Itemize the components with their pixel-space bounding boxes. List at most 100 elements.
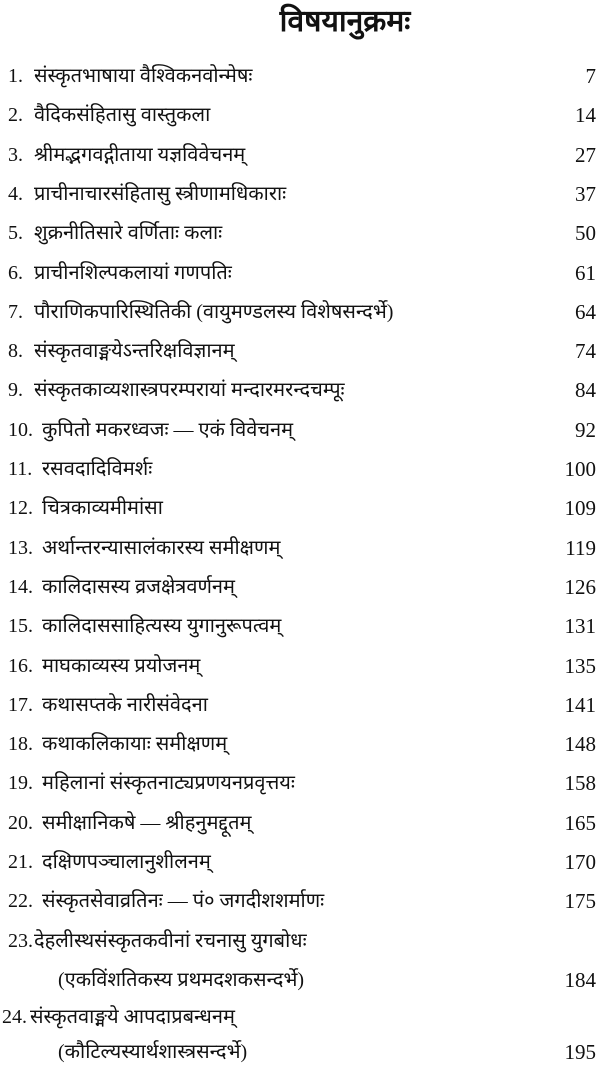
toc-entry: 4. प्राचीनाचारसंहितासु स्त्रीणामधिकाराः 37 [0,178,600,210]
entry-page: 27 [575,142,596,167]
entry-title: समीक्षानिकषे — श्रीहनुमद्दूतम् [42,811,252,834]
toc-entry: 6. प्राचीनशिल्पकलायां गणपतिः 61 [0,257,600,289]
entry-number: 3. [8,143,23,166]
entry-page: 84 [575,378,596,403]
entry-page: 148 [564,732,597,757]
toc-entry: 5. शुक्रनीतिसारे वर्णिताः कलाः 50 [0,217,600,249]
entry-title: माघकाव्यस्य प्रयोजनम् [42,654,201,677]
toc-entry: 18. कथाकलिकायाः समीक्षणम् 148 [0,728,600,760]
entry-number: 19. [8,772,33,795]
toc-entry: 9. संस्कृतकाव्यशास्त्रपरम्परायां मन्दारमर… [0,374,600,406]
entry-title: प्राचीनाचारसंहितासु स्त्रीणामधिकाराः [34,182,287,205]
entry-title: संस्कृतकाव्यशास्त्रपरम्परायां मन्दारमरन्… [34,379,345,402]
entry-title: श्रीमद्भगवद्गीताया यज्ञविवेचनम् [34,143,246,166]
toc-entry: 24. संस्कृतवाङ्मये आपदाप्रबन्धनम् [0,1001,600,1033]
entry-title: कालिदाससाहित्यस्य युगानुरूपत्वम् [42,615,282,638]
entry-page: 175 [564,889,597,914]
entry-page: 74 [575,339,596,364]
entry-page: 158 [564,771,597,796]
entry-title: संस्कृतभाषाया वैश्विकनवोन्मेषः [34,65,253,87]
entry-page: 165 [564,810,597,835]
entry-title: दक्षिणपञ्चालानुशीलनम् [42,851,211,873]
entry-title: कुपितो मकरध्वजः — एकं विवेचनम् [42,418,294,441]
entry-number: 16. [8,654,33,677]
entry-number: 10. [8,418,33,441]
toc-entry: 14. कालिदासस्य व्रजक्षेत्रवर्णनम् 126 [0,571,600,603]
entry-page: 100 [564,457,597,481]
entry-page: 141 [564,692,597,717]
toc-entry: 21. दक्षिणपञ्चालानुशीलनम् 170 [0,846,600,878]
toc-entry: 19. महिलानां संस्कृतनाट्यप्रणयनप्रवृत्तयः… [0,767,600,799]
entry-number: 11. [8,458,33,480]
entry-number: 21. [8,851,33,873]
entry-title: कालिदासस्य व्रजक्षेत्रवर्णनम् [42,575,235,598]
toc-entry: 8. संस्कृतवाङ्मयेऽन्तरिक्षविज्ञानम् 74 [0,335,600,367]
entry-number: 9. [8,379,23,402]
entry-number: 1. [8,65,23,87]
entry-number: 12. [8,497,33,520]
entry-page: 61 [575,260,596,285]
entry-number: 6. [8,261,23,284]
entry-subtitle: (एकविंशतिकस्य प्रथमदशकसन्दर्भे) [58,969,305,991]
entry-number: 14. [8,575,33,598]
entry-title: प्राचीनशिल्पकलायां गणपतिः [34,261,232,284]
toc-entry: 17. कथासप्तके नारीसंवेदना 141 [0,689,600,721]
entry-page: 37 [575,181,596,206]
page-title: विषयानुक्रमः [279,5,411,38]
entry-title: वैदिकसंहितासु वास्तुकला [34,104,211,127]
toc-entry: 13. अर्थान्तरन्यासालंकारस्य समीक्षणम् 119 [0,532,600,564]
entry-page: 119 [565,535,596,560]
entry-title: चित्रकाव्यमीमांसा [42,497,163,520]
entry-number: 24. [2,1006,27,1028]
entry-page: 14 [575,103,596,128]
entry-page: 184 [564,968,597,992]
entry-page: 92 [575,417,596,442]
entry-title: महिलानां संस्कृतनाट्यप्रणयनप्रवृत्तयः [42,772,295,795]
entry-page: 7 [585,64,597,88]
entry-number: 8. [8,340,23,363]
toc-entry: 2. वैदिकसंहितासु वास्तुकला 14 [0,99,600,131]
entry-number: 22. [8,890,33,913]
entry-title: संस्कृतसेवाव्रतिनः — पं० जगदीशशर्माणः [42,890,325,913]
entry-number: 15. [8,615,33,638]
entry-title: शुक्रनीतिसारे वर्णिताः कलाः [34,222,223,245]
toc-entry: 7. पौराणिकपारिस्थितिकी (वायुमण्डलस्य विशे… [0,296,600,328]
entry-title: कथाकलिकायाः समीक्षणम् [42,733,228,756]
toc-entry: 11. रसवदादिविमर्शः 100 [0,453,600,485]
entry-number: 5. [8,222,23,245]
entry-number: 4. [8,182,23,205]
entry-number: 23. [8,930,33,952]
entry-page: 109 [564,496,597,521]
entry-title: कथासप्तके नारीसंवेदना [42,693,208,716]
entry-page: 126 [564,574,597,599]
entry-title: अर्थान्तरन्यासालंकारस्य समीक्षणम् [42,536,281,559]
toc-entry: 20. समीक्षानिकषे — श्रीहनुमद्दूतम् 165 [0,807,600,839]
entry-title: रसवदादिविमर्शः [42,458,153,480]
entry-page: 64 [575,299,596,324]
entry-title: संस्कृतवाङ्मये आपदाप्रबन्धनम् [30,1006,235,1028]
entry-number: 17. [8,693,33,716]
toc-entry: 10. कुपितो मकरध्वजः — एकं विवेचनम् 92 [0,414,600,446]
entry-title: संस्कृतवाङ्मयेऽन्तरिक्षविज्ञानम् [34,340,235,363]
toc-entry: 12. चित्रकाव्यमीमांसा 109 [0,492,600,524]
entry-subtitle: (कौटिल्यस्यार्थशास्त्रसन्दर्भे) [58,1041,248,1063]
entry-number: 13. [8,536,33,559]
entry-page: 50 [575,221,596,246]
toc-entry-continuation: (कौटिल्यस्यार्थशास्त्रसन्दर्भे) 195 [0,1036,600,1068]
toc-entry: 3. श्रीमद्भगवद्गीताया यज्ञविवेचनम् 27 [0,139,600,171]
toc-entry: 22. संस्कृतसेवाव्रतिनः — पं० जगदीशशर्माणः… [0,885,600,917]
toc-entry: 1. संस्कृतभाषाया वैश्विकनवोन्मेषः 7 [0,60,600,92]
entry-number: 2. [8,104,23,127]
entry-number: 20. [8,811,33,834]
toc-entry: 23. देहलीस्थसंस्कृतकवीनां रचनासु युगबोधः [0,925,600,957]
entry-page: 195 [564,1040,597,1064]
toc-entry: 15. कालिदाससाहित्यस्य युगानुरूपत्वम् 131 [0,610,600,642]
entry-title: पौराणिकपारिस्थितिकी (वायुमण्डलस्य विशेषस… [34,300,394,323]
entry-number: 7. [8,300,23,323]
toc-entry: 16. माघकाव्यस्य प्रयोजनम् 135 [0,650,600,682]
entry-number: 18. [8,733,33,756]
entry-page: 135 [564,653,597,678]
toc-entry-continuation: (एकविंशतिकस्य प्रथमदशकसन्दर्भे) 184 [0,964,600,996]
entry-page: 170 [564,850,597,874]
entry-title: देहलीस्थसंस्कृतकवीनां रचनासु युगबोधः [34,930,307,952]
